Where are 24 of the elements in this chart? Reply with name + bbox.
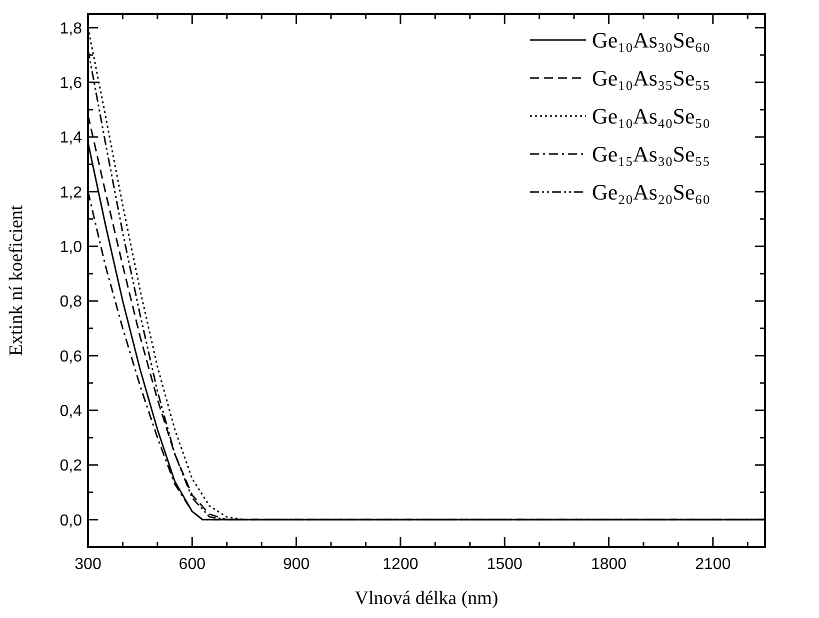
x-tick-label: 600 xyxy=(178,556,206,573)
y-tick-label: 1,6 xyxy=(60,74,82,92)
y-tick-label: 0,0 xyxy=(60,512,82,530)
x-tick-label: 900 xyxy=(282,556,310,573)
y-tick-label: 1,0 xyxy=(60,238,82,256)
x-tick-label: 1500 xyxy=(486,556,523,573)
x-axis-title: Vlnová délka (nm) xyxy=(354,588,498,609)
y-tick-label: 0,8 xyxy=(60,294,82,311)
y-axis-title: Extink ní koeficient xyxy=(6,204,27,356)
y-tick-label: 1,8 xyxy=(60,20,82,38)
x-tick-label: 2100 xyxy=(695,556,731,573)
y-tick-label: 0,2 xyxy=(60,458,82,475)
y-tick-label: 0,6 xyxy=(60,348,82,366)
legend-label: Ge₁₀As₃₀Se₆₀ xyxy=(592,28,710,53)
y-tick-label: 0,4 xyxy=(60,402,82,420)
legend-label: Ge₁₀As₃₅Se₅₅ xyxy=(592,66,710,91)
x-tick-label: 1800 xyxy=(590,556,627,573)
y-tick-label: 1,2 xyxy=(60,184,82,202)
y-tick-label: 1,4 xyxy=(60,130,82,147)
legend-label: Ge₁₅As₃₀Se₅₅ xyxy=(592,142,710,167)
legend-label: Ge₂₀As₂₀Se₆₀ xyxy=(592,180,710,205)
x-tick-label: 1200 xyxy=(382,556,418,573)
x-tick-label: 300 xyxy=(74,556,102,573)
legend-label: Ge₁₀As₄₀Se₅₀ xyxy=(592,104,710,129)
